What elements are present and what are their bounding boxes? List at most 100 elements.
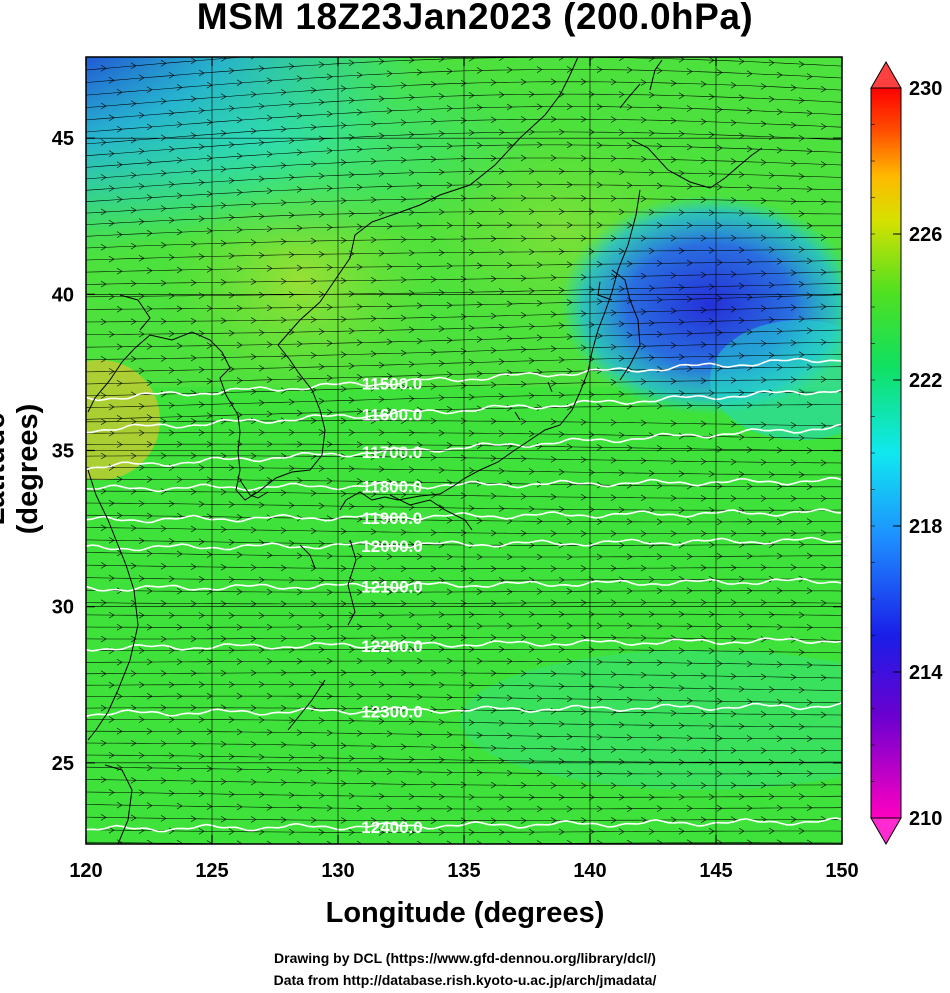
wind-arrowhead [700,816,707,824]
wind-arrowhead [640,342,647,350]
wind-arrowhead [550,782,557,789]
wind-arrowhead [340,417,347,424]
wind-arrowhead [446,588,453,596]
wind-arrowhead [461,887,466,893]
wind-arrowhead [708,793,715,801]
wind-arrowhead [280,162,287,169]
wind-arrowhead [160,670,167,677]
wind-arrowhead [528,392,535,399]
wind-arrowhead [686,518,693,526]
wind-arrowhead [258,139,265,146]
wind-arrowhead [160,635,167,643]
wind-arrowhead [610,565,617,572]
wind-arrowhead [768,246,775,254]
contour-label: 12400.0 [361,818,422,837]
wind-arrowhead [776,146,783,154]
wind-arrowhead [820,599,827,607]
wind-arrowhead [520,493,527,500]
wind-arrowhead [618,390,625,398]
wind-arrowhead [738,389,745,396]
wind-arrowhead [731,852,736,858]
wind-arrowhead [820,747,827,754]
wind-arrowhead [588,431,595,438]
wind-arrowhead [108,789,115,796]
wind-arrowhead [460,565,467,573]
wind-arrowhead [686,143,693,151]
wind-arrowhead [326,477,333,485]
wind-arrowhead [378,95,385,103]
wind-arrowhead [460,669,467,677]
wind-arrowhead [130,670,137,677]
wind-arrowhead [408,829,415,836]
wind-arrowhead [138,367,145,375]
wind-arrowhead [267,876,272,882]
wind-arrowhead [798,246,805,253]
wind-arrowhead [138,74,145,82]
wind-arrowhead [550,380,557,387]
y-tick-label: 45 [52,128,74,150]
wind-arrowhead [626,553,633,561]
wind-arrowhead [146,86,153,94]
wind-arrowhead [296,552,303,559]
wind-arrowhead [528,611,535,618]
wind-arrowhead [588,321,595,329]
wind-arrowhead [116,305,123,313]
wind-arrowhead [318,250,325,258]
wind-arrowhead [499,864,504,870]
wind-arrowhead [266,692,273,700]
wind-arrowhead [198,429,205,436]
wind-arrowhead [746,294,753,301]
wind-arrowhead [280,352,287,360]
wind-arrowhead [379,864,384,870]
wind-arrowhead [386,144,393,152]
wind-arrowhead [610,530,617,537]
wind-arrowhead [596,403,603,410]
wind-arrowhead [678,793,685,801]
wind-arrowhead [678,169,685,177]
wind-arrowhead [108,114,115,121]
wind-arrowhead [760,495,767,502]
wind-arrowhead [558,208,565,215]
wind-arrowhead [656,770,663,778]
colorbar-tick-label: 222 [909,370,942,392]
wind-arrowhead [378,429,385,436]
wind-arrowhead [610,235,617,242]
wind-arrowhead [498,611,505,618]
wind-arrowhead [700,118,707,125]
wind-arrowhead [280,89,287,96]
wind-arrowhead [311,887,316,893]
wind-arrowhead [610,634,617,642]
wind-arrowhead [618,576,625,583]
wind-arrowhead [566,368,573,375]
wind-arrowhead [228,612,235,619]
wind-arrowhead [656,260,663,267]
wind-arrowhead [768,281,775,289]
wind-arrowhead [806,147,813,155]
wind-arrowhead [730,340,737,348]
wind-arrowhead [220,278,227,286]
wind-arrowhead [768,59,775,66]
wind-arrowhead [258,252,265,259]
wind-arrowhead [198,292,205,299]
wind-arrowhead [370,669,377,676]
wind-arrowhead [520,599,527,607]
wind-arrowhead [490,817,497,824]
wind-arrowhead [356,263,363,271]
wind-arrowhead [356,730,363,737]
wind-arrowhead [656,839,663,844]
wind-arrowhead [820,376,827,383]
wind-arrowhead [476,657,483,665]
wind-arrowhead [558,128,565,136]
wind-arrowhead [580,195,587,202]
wind-arrowhead [160,525,167,532]
wind-arrowhead [280,635,287,642]
wind-arrowhead [386,657,393,665]
wind-arrowhead [520,235,527,242]
wind-arrowhead [536,141,543,149]
wind-arrowhead [386,373,393,380]
wind-arrowhead [160,563,167,570]
wind-arrowhead [550,817,557,824]
wind-arrowhead [318,211,325,218]
wind-arrowhead [656,482,663,490]
